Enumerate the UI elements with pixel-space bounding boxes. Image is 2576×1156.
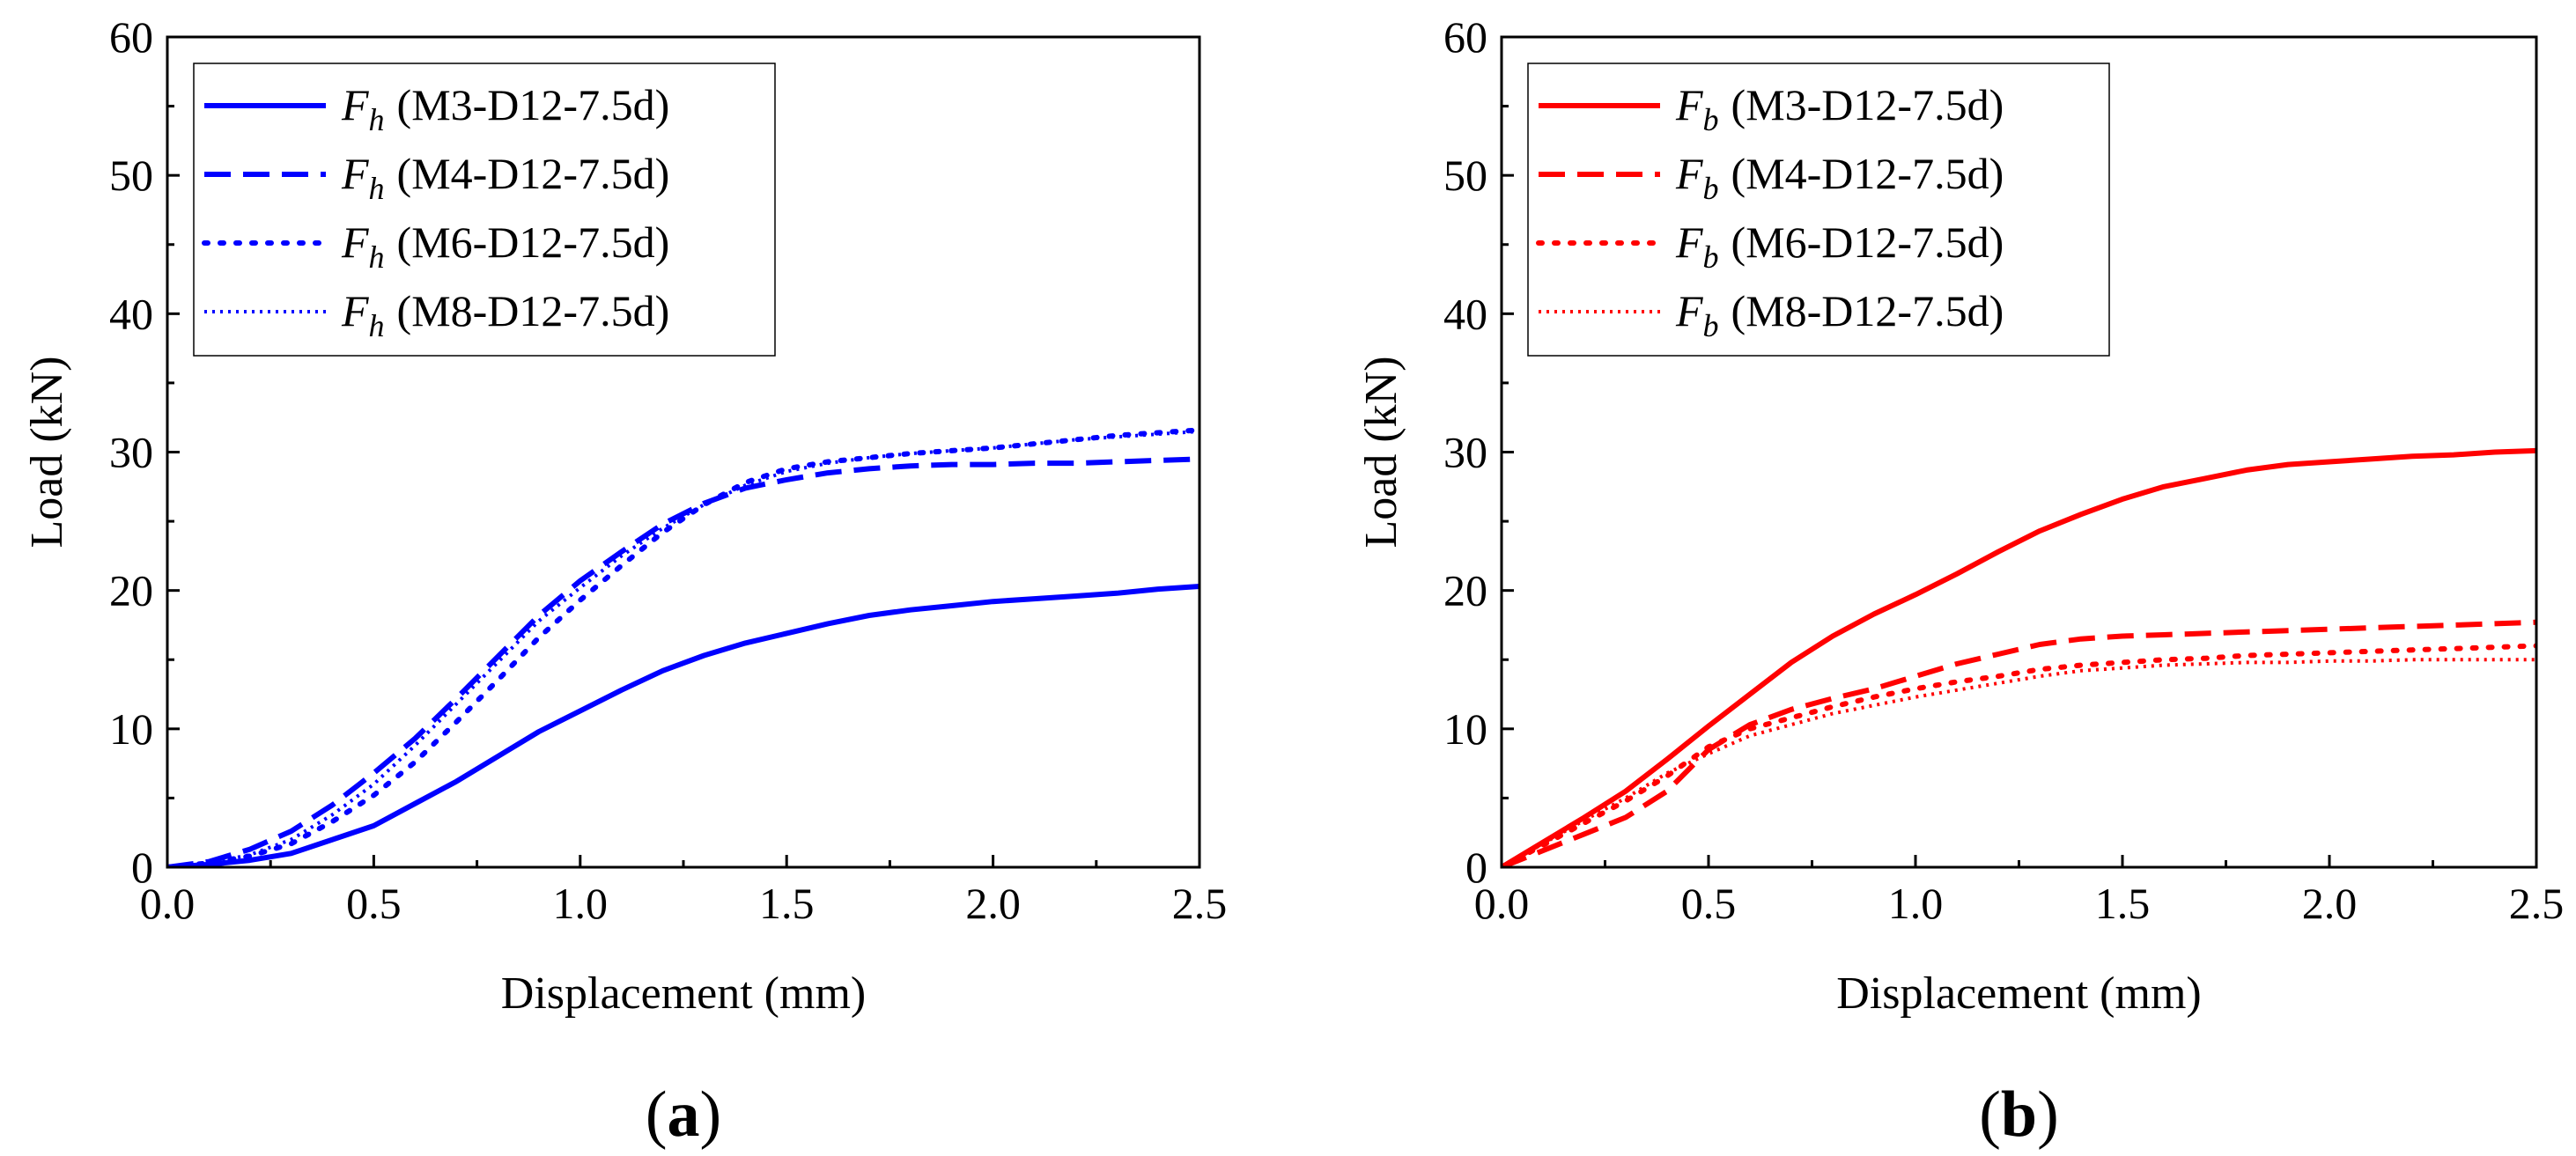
panel-b-y-tick-label: 10 [1443, 704, 1487, 754]
panel-a-series-line-2 [167, 456, 1199, 867]
panel-b-x-tick-label: 0.5 [1681, 879, 1737, 928]
panel-b-x-tick-label: 2.5 [2509, 879, 2565, 928]
panel-a-x-tick-label: 2.0 [965, 879, 1021, 928]
panel-a-x-tick-label: 1.5 [759, 879, 815, 928]
panel-b-x-tick-label: 1.5 [2095, 879, 2151, 928]
panel-b-y-tick-label: 60 [1443, 12, 1487, 62]
panel-b-x-tick-label: 2.0 [2302, 879, 2358, 928]
panel-b-y-tick-label: 50 [1443, 151, 1487, 200]
panel-a-y-tick-label: 40 [109, 289, 153, 338]
panel-b-legend-label-2: Fb (M4-D12-7.5d) [1675, 149, 2004, 206]
panel-b-legend-label-1: Fb (M3-D12-7.5d) [1675, 80, 2004, 137]
panel-a-legend-label-4: Fh (M8-D12-7.5d) [341, 286, 669, 343]
panel-a-series-line-1 [167, 584, 1199, 867]
panel-b-label: (b) [1979, 1079, 2058, 1151]
panel-a-legend-label-1: Fh (M3-D12-7.5d) [341, 80, 669, 137]
panel-b-series-line-2 [1502, 619, 2536, 867]
panel-a-x-axis-title: Displacement (mm) [501, 968, 866, 1019]
panel-a-y-tick-label: 50 [109, 151, 153, 200]
panel-b-y-axis-title: Load (kN) [1356, 356, 1406, 548]
panel-a-x-tick-label: 2.5 [1172, 879, 1228, 928]
panel-b-legend-box [1527, 63, 2110, 357]
panel-a-legend-label-2: Fh (M4-D12-7.5d) [341, 149, 669, 206]
panel-a-label: (a) [646, 1079, 721, 1151]
panel-a: 0.0 0.5 1.0 1.5 2.0 2.5 0 10 20 30 40 50 60 Displacem… [22, 12, 1227, 1151]
panel-b-series-line-1 [1502, 447, 2536, 867]
panel-b-x-tick-label: 1.0 [1888, 879, 1944, 928]
panel-b-legend-label-4: Fb (M8-D12-7.5d) [1675, 286, 2004, 343]
panel-b-y-tick-label: 20 [1443, 566, 1487, 615]
panel-a-x-tick-label: 0.5 [346, 879, 402, 928]
panel-a-legend-label-3: Fh (M6-D12-7.5d) [341, 217, 669, 275]
panel-a-y-tick-label: 10 [109, 704, 153, 754]
panel-b-series-line-3 [1502, 643, 2536, 867]
panel-a-y-tick-label: 0 [131, 843, 153, 892]
panel-a-series-line-3 [167, 427, 1199, 867]
panel-a-y-tick-label: 30 [109, 428, 153, 477]
panel-a-legend-box [193, 63, 776, 357]
panel-a-series-line-4 [167, 429, 1199, 867]
panel-a-x-tick-label: 1.0 [553, 879, 609, 928]
panel-b-x-axis-title: Displacement (mm) [1836, 968, 2201, 1019]
panel-a-y-tick-label: 60 [109, 12, 153, 62]
panel-a-y-axis-title: Load (kN) [22, 356, 72, 548]
panel-b-legend-label-3: Fb (M6-D12-7.5d) [1675, 217, 2004, 275]
panel-a-x-tick-label: 0.0 [140, 879, 196, 928]
panel-b-x-tick-label: 0.0 [1474, 879, 1530, 928]
panel-b: 0.0 0.5 1.0 1.5 2.0 2.5 0 10 20 30 40 50 60 Displacem… [1356, 12, 2564, 1151]
panel-b-y-tick-label: 0 [1465, 843, 1487, 892]
panel-b-series-line-4 [1502, 658, 2536, 867]
panel-b-y-tick-label: 40 [1443, 289, 1487, 338]
panel-b-y-tick-label: 30 [1443, 428, 1487, 477]
panel-a-y-tick-label: 20 [109, 566, 153, 615]
